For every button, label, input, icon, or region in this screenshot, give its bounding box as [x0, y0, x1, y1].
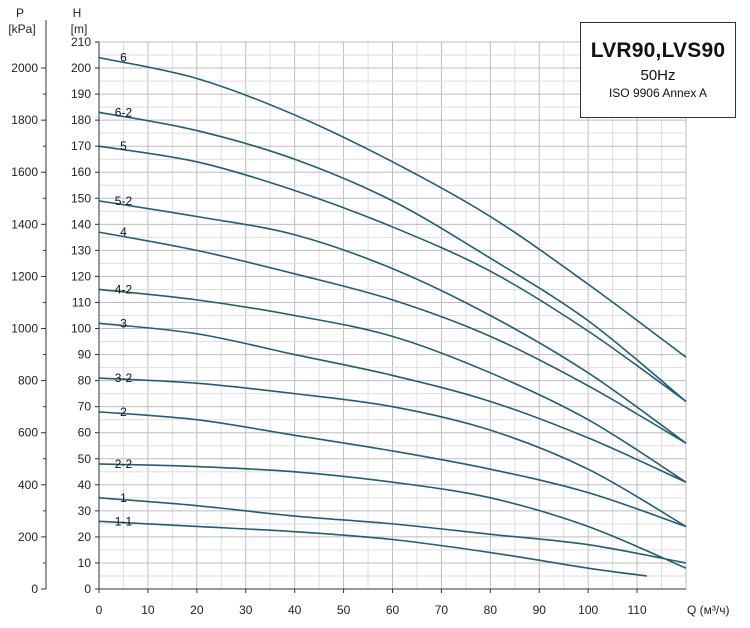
h-tick-label: 110	[72, 295, 91, 309]
x-tick-label: 110	[628, 603, 647, 617]
h-tick-label: 130	[71, 243, 91, 257]
curve-label-6-2: 6-2	[115, 105, 133, 119]
h-tick-label: 40	[78, 478, 92, 492]
chart-title-box: LVR90,LVS90 50Hz ISO 9906 Annex A	[580, 22, 736, 118]
curve-label-3: 3	[120, 316, 127, 330]
h-tick-label: 50	[78, 452, 92, 466]
p-tick-label: 1600	[11, 165, 38, 179]
axes: P [kPa] H [m] Q (м³/ч)	[8, 6, 729, 617]
p-tick-label: 1800	[11, 113, 38, 127]
curve-6-2	[98, 111, 687, 403]
x-tick-label: 90	[533, 603, 547, 617]
h-tick-label: 70	[78, 400, 92, 414]
p-tick-label: 1000	[11, 322, 38, 336]
h-tick-label: 140	[71, 217, 91, 231]
chart-frequency: 50Hz	[640, 67, 676, 84]
curve-3	[98, 322, 687, 483]
curve-label-5: 5	[120, 139, 127, 153]
curve-label-4: 4	[120, 225, 127, 239]
curve-4	[98, 231, 687, 444]
h-tick-label: 10	[78, 556, 92, 570]
curve-label-6: 6	[120, 51, 127, 65]
curve-2	[98, 411, 687, 528]
h-tick-label: 150	[71, 191, 91, 205]
chart-standard: ISO 9906 Annex A	[608, 86, 708, 100]
curve-label-4-2: 4-2	[115, 282, 133, 296]
x-axis-title: Q (м³/ч)	[687, 603, 730, 617]
curve-1-1	[98, 520, 647, 577]
p-tick-label: 2000	[11, 61, 38, 75]
grid	[98, 41, 687, 590]
h-tick-label: 0	[84, 582, 91, 596]
h-tick-label: 200	[71, 61, 91, 75]
curve-label-1: 1	[120, 491, 127, 505]
p-axis-unit: [kPa]	[8, 22, 35, 36]
h-tick-label: 120	[71, 269, 91, 283]
p-tick-label: 600	[18, 426, 38, 440]
x-tick-label: 50	[337, 603, 351, 617]
p-axis-title: P	[16, 6, 24, 20]
curve-2-2	[98, 463, 687, 569]
curve-label-2-2: 2-2	[115, 457, 133, 471]
h-tick-label: 160	[71, 165, 91, 179]
p-tick-label: 1400	[11, 217, 38, 231]
curve-6	[98, 56, 687, 358]
h-tick-label: 180	[71, 113, 91, 127]
curve-labels: 6 6-2 5 5-2 4 4-2 3 3-2 2 2-2 1 1-1	[115, 51, 133, 529]
curves	[98, 56, 687, 577]
x-tick-label: 0	[96, 603, 103, 617]
h-axis-title: H	[73, 6, 82, 20]
curve-5-2	[98, 200, 687, 444]
h-tick-label: 90	[78, 348, 92, 362]
h-tick-label: 30	[78, 504, 92, 518]
p-tick-label: 1200	[11, 269, 38, 283]
x-tick-label: 100	[578, 603, 598, 617]
curve-3-2	[98, 377, 687, 528]
x-tick-label: 70	[435, 603, 449, 617]
curve-5	[98, 145, 687, 403]
h-tick-label: 170	[71, 139, 91, 153]
x-tick-label: 10	[141, 603, 155, 617]
x-tick-label: 20	[190, 603, 204, 617]
p-tick-label: 800	[18, 374, 38, 388]
h-axis-unit: [m]	[71, 22, 88, 36]
curve-1	[98, 497, 687, 564]
h-tick-label: 20	[78, 530, 92, 544]
chart-title: LVR90,LVS90	[590, 39, 726, 62]
curve-label-1-1: 1-1	[115, 514, 133, 528]
x-tick-label: 40	[288, 603, 302, 617]
p-tick-label: 200	[18, 530, 38, 544]
x-tick-label: 30	[239, 603, 253, 617]
tick-labels: 0 10 20 30 40 50 60 70 80 90 100 110010203040506070…	[11, 35, 647, 617]
h-tick-label: 60	[78, 426, 92, 440]
h-tick-label: 100	[71, 322, 91, 336]
x-tick-label: 60	[386, 603, 400, 617]
p-tick-label: 400	[18, 478, 38, 492]
curve-label-5-2: 5-2	[115, 194, 133, 208]
p-tick-label: 0	[31, 582, 38, 596]
h-tick-label: 190	[71, 87, 91, 101]
curve-4-2	[98, 288, 687, 483]
x-tick-label: 80	[484, 603, 498, 617]
curve-label-2: 2	[120, 405, 127, 419]
h-tick-label: 80	[78, 374, 92, 388]
h-tick-label: 210	[71, 35, 91, 49]
curve-label-3-2: 3-2	[115, 371, 133, 385]
